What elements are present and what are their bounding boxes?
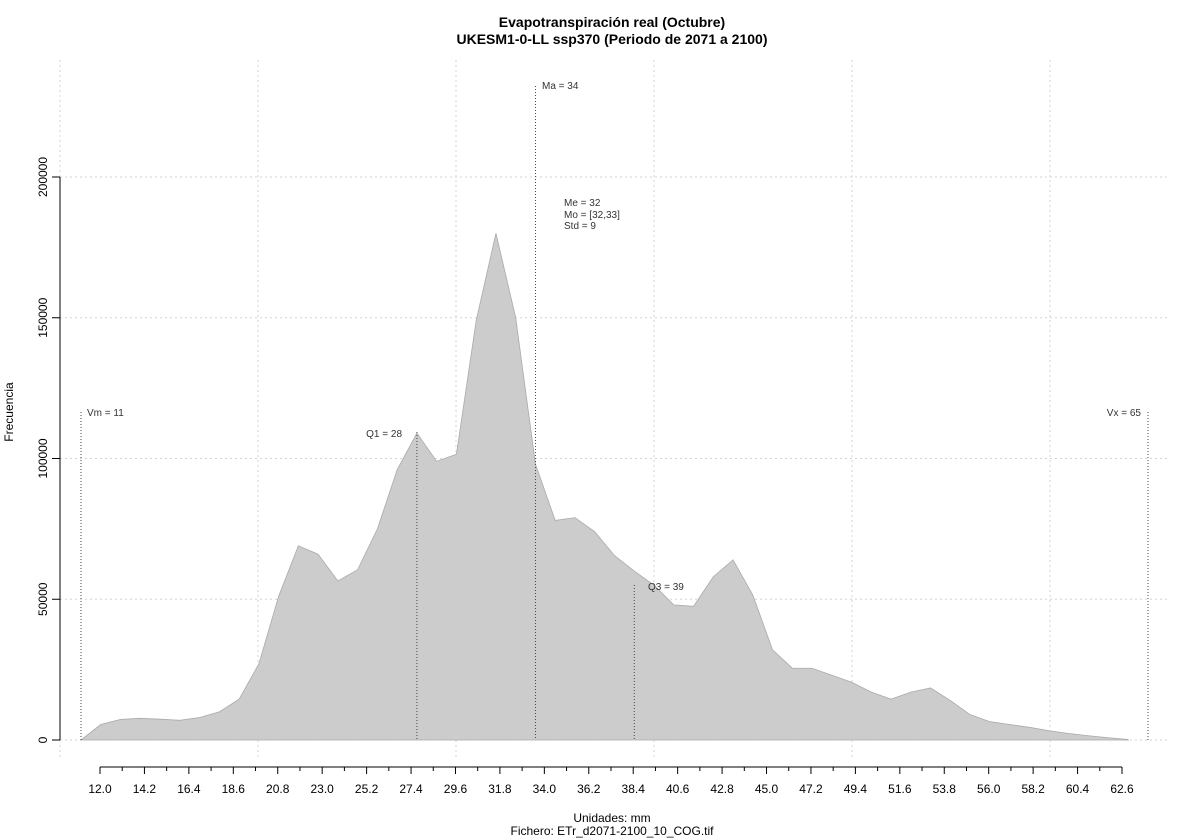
x-axis-label: Unidades: mm (573, 811, 650, 825)
x-tick-label: 12.0 (88, 782, 112, 796)
vx-annotation: Vx = 65 (1107, 408, 1142, 419)
x-tick-label: 14.2 (133, 782, 157, 796)
vm-annotation: Vm = 11 (87, 408, 124, 419)
y-axis-label: Frecuencia (2, 382, 16, 442)
x-tick-label: 16.4 (177, 782, 201, 796)
x-tick-label: 23.0 (310, 782, 334, 796)
y-tick-label: 150000 (36, 297, 50, 337)
x-tick-label: 38.4 (622, 782, 646, 796)
q1-annotation: Q1 = 28 (366, 429, 402, 440)
y-tick-label: 200000 (36, 157, 50, 197)
ma-annotation: Ma = 34 (542, 81, 579, 92)
x-tick-label: 31.8 (488, 782, 512, 796)
q3-annotation: Q3 = 39 (648, 582, 684, 593)
std-annotation: Std = 9 (564, 221, 596, 232)
file-caption: Fichero: ETr_d2071-2100_10_COG.tif (511, 824, 715, 838)
x-tick-label: 62.6 (1110, 782, 1134, 796)
x-tick-label: 49.4 (844, 782, 868, 796)
x-tick-label: 25.2 (355, 782, 379, 796)
x-tick-label: 29.6 (444, 782, 468, 796)
x-tick-label: 45.0 (755, 782, 779, 796)
x-tick-label: 51.6 (888, 782, 912, 796)
x-tick-label: 58.2 (1021, 782, 1045, 796)
axes: 0 50000 100000 150000 200000 12.0 14.2 16.4 18.6… (36, 157, 1134, 796)
me-annotation: Me = 32 (564, 198, 601, 209)
x-tick-label: 34.0 (533, 782, 557, 796)
x-tick-label: 53.8 (933, 782, 957, 796)
y-tick-label: 100000 (36, 438, 50, 478)
x-tick-label: 36.2 (577, 782, 601, 796)
statistic-lines (80, 86, 1149, 740)
x-tick-label: 20.8 (266, 782, 290, 796)
frequency-area (79, 233, 1129, 741)
mo-annotation: Mo = [32,33] (564, 210, 620, 221)
y-tick-label: 0 (36, 736, 50, 743)
x-tick-label: 56.0 (977, 782, 1001, 796)
x-tick-label: 27.4 (399, 782, 423, 796)
chart-subtitle: UKESM1-0-LL ssp370 (Periodo de 2071 a 21… (457, 31, 768, 47)
x-tick-label: 40.6 (666, 782, 690, 796)
x-tick-label: 18.6 (222, 782, 246, 796)
chart-title: Evapotranspiración real (Octubre) (499, 14, 725, 30)
y-tick-label: 50000 (36, 582, 50, 616)
x-tick-label: 42.8 (710, 782, 734, 796)
x-tick-label: 60.4 (1066, 782, 1090, 796)
x-tick-label: 47.2 (799, 782, 823, 796)
